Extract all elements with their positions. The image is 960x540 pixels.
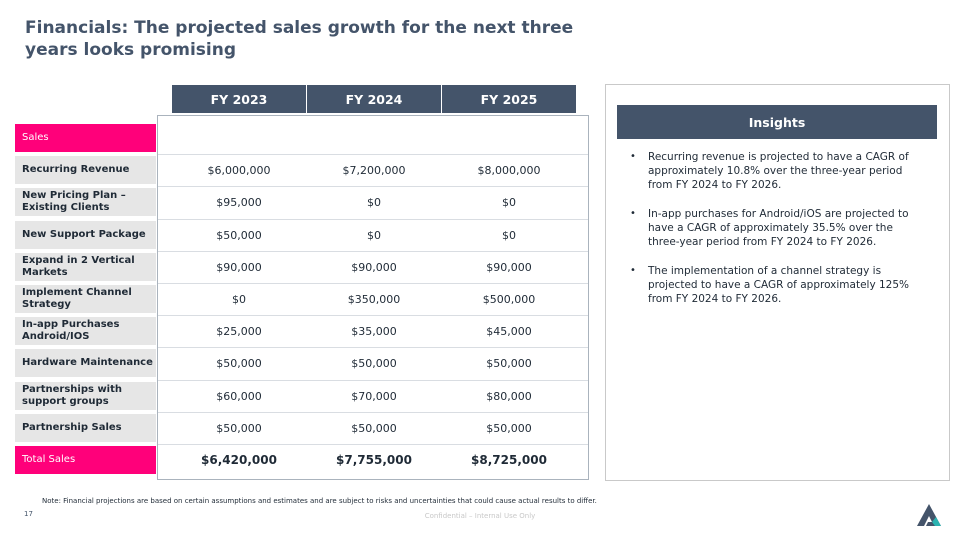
row-divider <box>158 380 588 381</box>
bullet-icon: • <box>630 265 636 276</box>
footnote: Note: Financial projections are based on… <box>42 497 597 505</box>
row-label: Total Sales <box>15 446 156 474</box>
insight-text: In-app purchases for Android/iOS are pro… <box>648 208 909 248</box>
table-cell: $50,000 <box>216 228 262 242</box>
insight-text: The implementation of a channel strategy… <box>648 265 910 305</box>
table-cell: $0 <box>502 195 516 209</box>
row-divider <box>158 219 588 220</box>
confidential-label: Confidential – Internal Use Only <box>424 512 536 520</box>
table-cell: $7,755,000 <box>336 453 412 467</box>
table-cell: $50,000 <box>351 421 397 435</box>
row-divider <box>158 154 588 155</box>
table-cell: $0 <box>232 292 246 306</box>
row-label: Recurring Revenue <box>15 156 156 184</box>
insights-list: • Recurring revenue is projected to have … <box>620 150 925 321</box>
column-header-fy2023: FY 2023 <box>172 85 306 113</box>
table-cell: $0 <box>367 228 381 242</box>
table-cell: $50,000 <box>486 356 532 370</box>
table-cell: $70,000 <box>351 389 397 403</box>
table-cell: $35,000 <box>351 324 397 338</box>
table-cell: $90,000 <box>216 260 262 274</box>
table-cell: $50,000 <box>486 421 532 435</box>
table-cell: $8,725,000 <box>471 453 547 467</box>
row-label: Expand in 2 Vertical Markets <box>15 253 156 281</box>
row-label: Partnerships with support groups <box>15 382 156 410</box>
row-divider <box>158 283 588 284</box>
page-number: 17 <box>24 510 33 518</box>
company-logo-icon <box>917 504 941 526</box>
row-divider <box>158 315 588 316</box>
table-cell: $0 <box>502 228 516 242</box>
table-cell: $50,000 <box>351 356 397 370</box>
table-cell: $50,000 <box>216 356 262 370</box>
insights-title: Insights <box>617 105 937 139</box>
insight-item: • In-app purchases for Android/iOS are pr… <box>620 207 925 249</box>
insights-panel <box>605 84 950 481</box>
row-label: Hardware Maintenance <box>15 349 156 377</box>
row-divider <box>158 251 588 252</box>
table-cell: $45,000 <box>486 324 532 338</box>
table-cell: $80,000 <box>486 389 532 403</box>
row-label: New Support Package <box>15 221 156 249</box>
table-cell: $6,420,000 <box>201 453 277 467</box>
row-divider <box>158 412 588 413</box>
row-label: Partnership Sales <box>15 414 156 442</box>
row-divider <box>158 347 588 348</box>
table-cell: $50,000 <box>216 421 262 435</box>
row-label: New Pricing Plan – Existing Clients <box>15 188 156 216</box>
table-cell: $90,000 <box>351 260 397 274</box>
table-cell <box>307 124 441 152</box>
table-cell <box>442 124 576 152</box>
table-cell: $90,000 <box>486 260 532 274</box>
table-cell: $8,000,000 <box>477 163 541 177</box>
table-cell: $350,000 <box>347 292 401 306</box>
bullet-icon: • <box>630 151 636 162</box>
table-cell: $500,000 <box>482 292 536 306</box>
row-label: In-app Purchases Android/IOS <box>15 317 156 345</box>
table-cell: $6,000,000 <box>207 163 271 177</box>
table-cell: $60,000 <box>216 389 262 403</box>
column-header-fy2025: FY 2025 <box>442 85 576 113</box>
page-title: Financials: The projected sales growth f… <box>25 18 574 60</box>
financials-table <box>157 115 589 480</box>
insight-item: • The implementation of a channel strateg… <box>620 264 925 306</box>
row-divider <box>158 186 588 187</box>
bullet-icon: • <box>630 208 636 219</box>
row-label: Sales <box>15 124 156 152</box>
table-cell <box>172 124 306 152</box>
row-label: Implement Channel Strategy <box>15 285 156 313</box>
insight-item: • Recurring revenue is projected to have … <box>620 150 925 192</box>
table-cell: $0 <box>367 195 381 209</box>
column-header-fy2024: FY 2024 <box>307 85 441 113</box>
insight-text: Recurring revenue is projected to have a… <box>648 151 909 191</box>
table-cell: $95,000 <box>216 195 262 209</box>
table-cell: $25,000 <box>216 324 262 338</box>
row-divider <box>158 444 588 445</box>
table-cell: $7,200,000 <box>342 163 406 177</box>
